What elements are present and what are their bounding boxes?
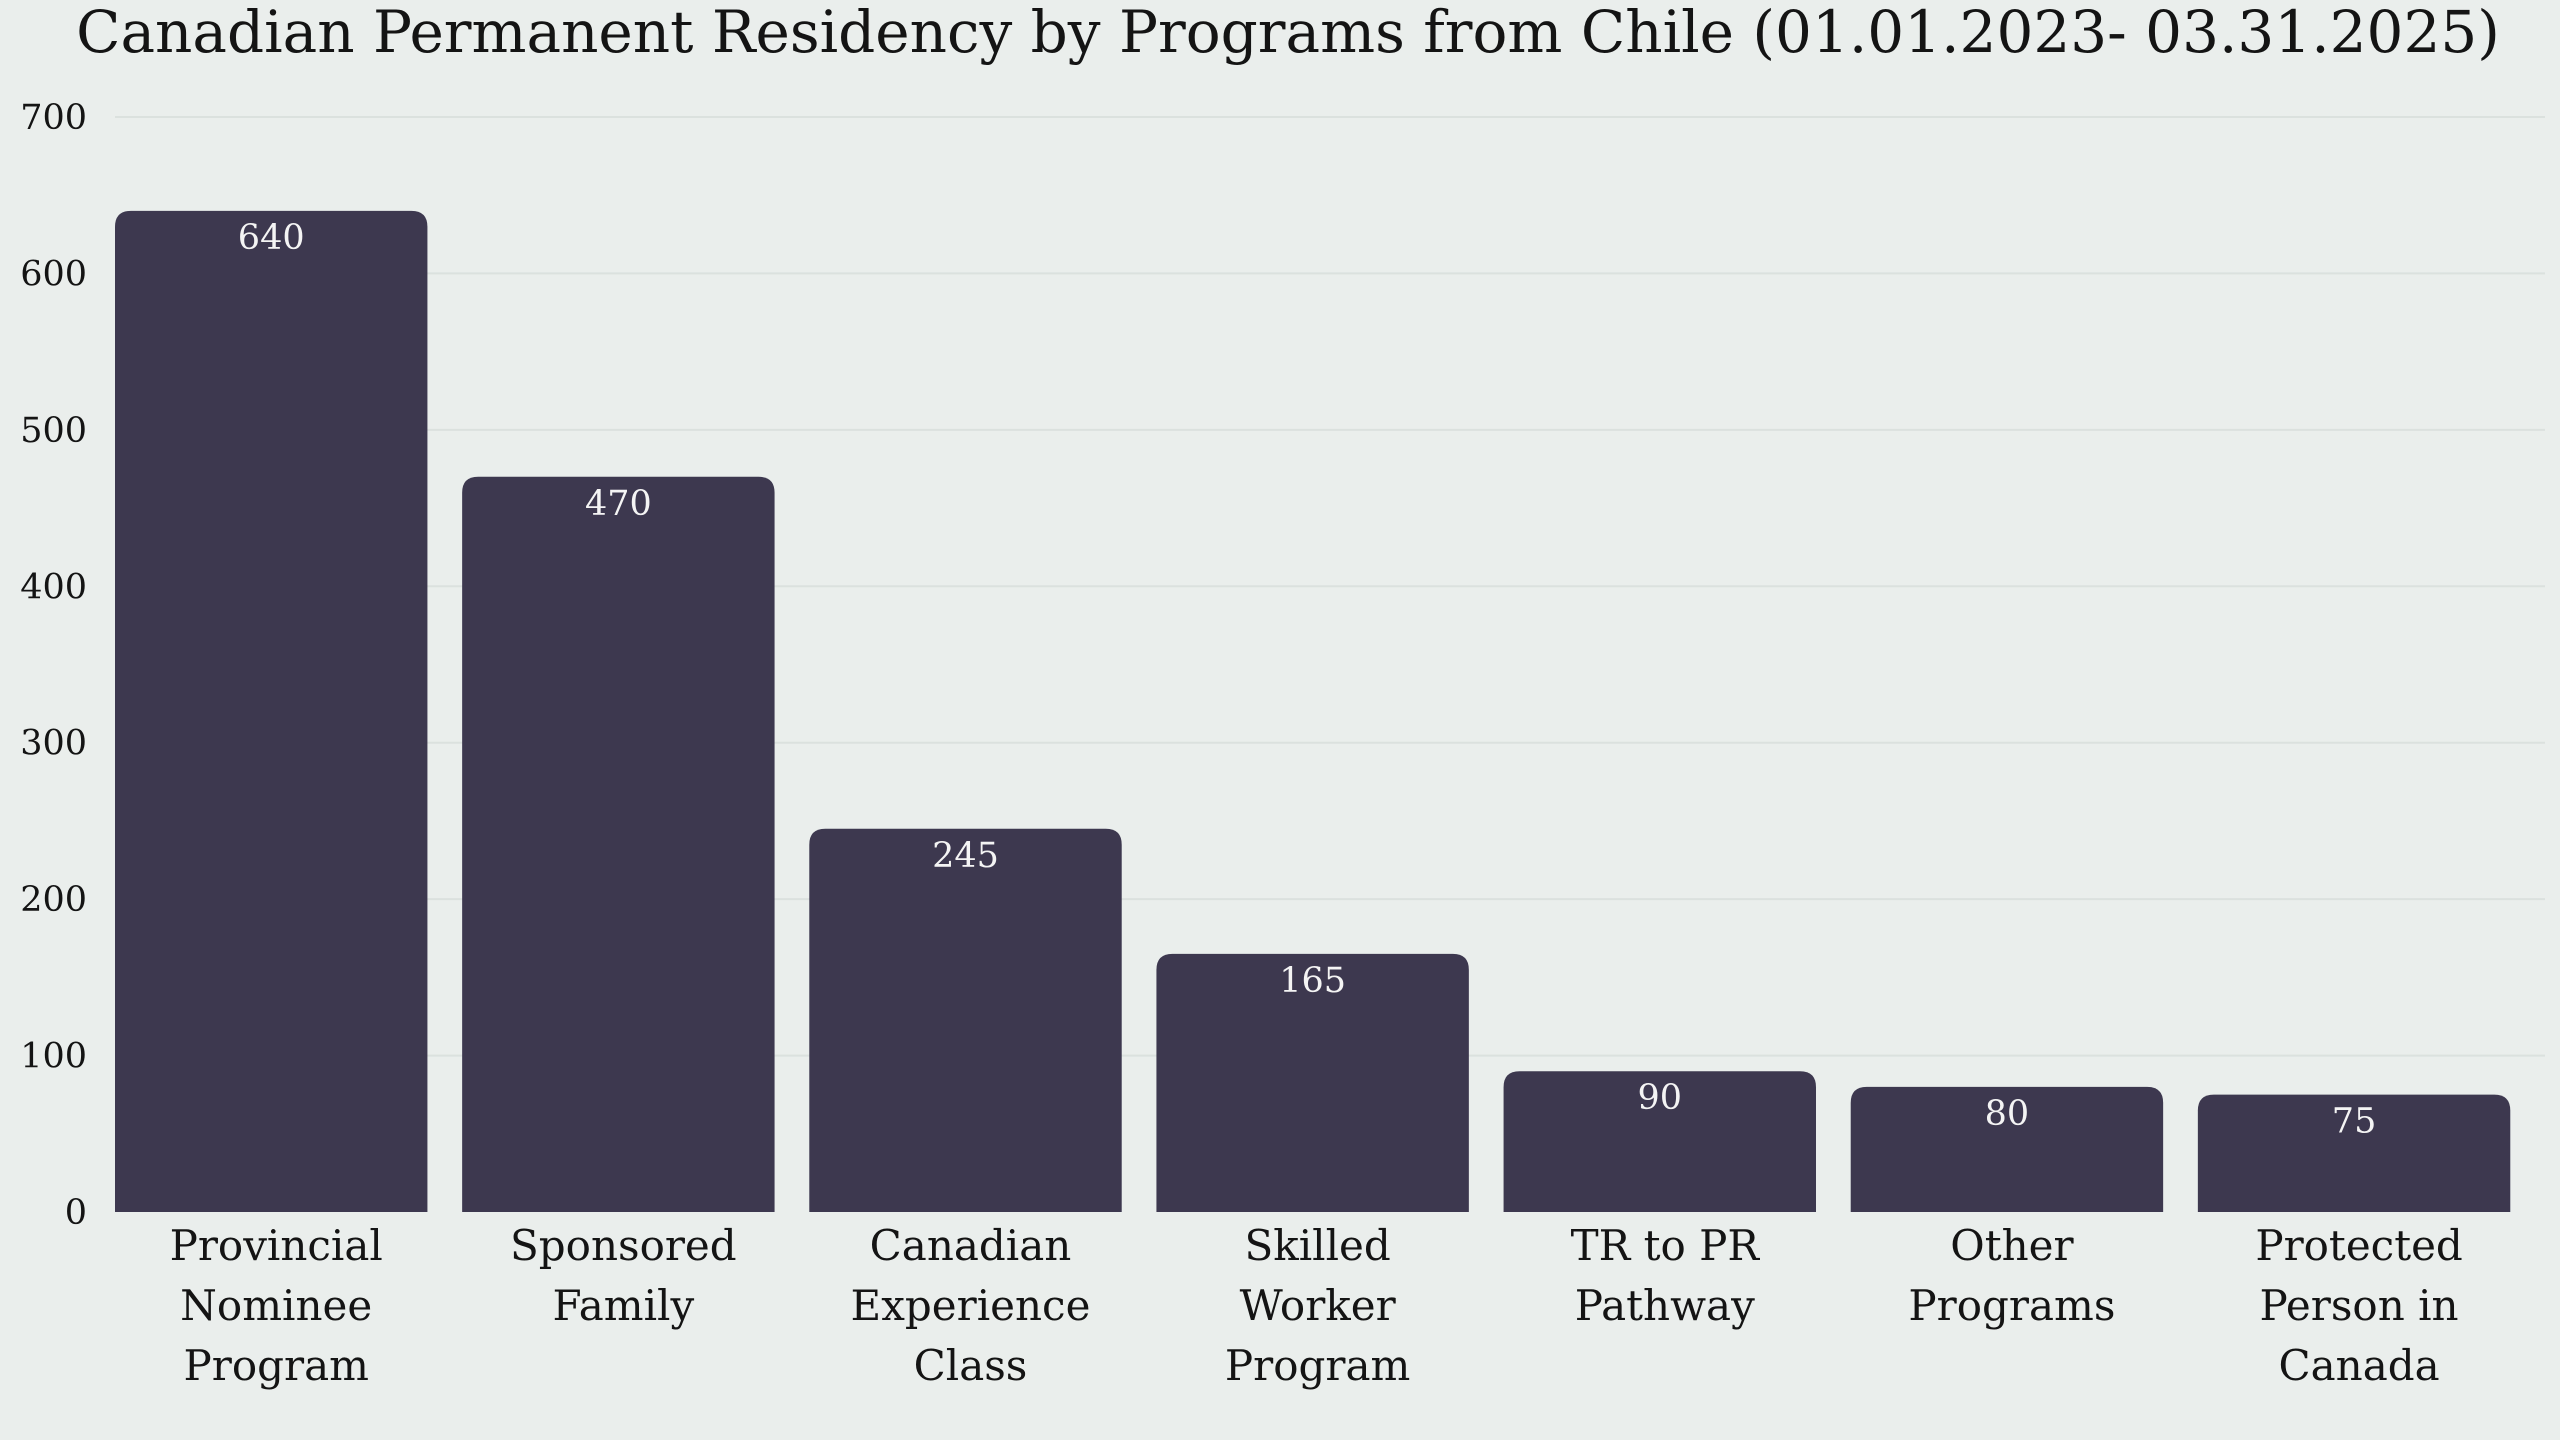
x-tick-label: Other Programs <box>1908 1221 2115 1330</box>
bar <box>809 828 1122 1212</box>
bar-value-label: 75 <box>2332 1102 2377 1142</box>
bar-value-label: 640 <box>238 218 305 258</box>
bar <box>462 476 775 1212</box>
y-tick-label: 400 <box>20 567 87 607</box>
x-tick-label: TR to PR Pathway <box>1571 1221 1761 1330</box>
y-axis-ticks: 0 100 200 300 400 500 600 700 <box>20 98 87 1233</box>
x-axis-ticks: Provincial Nominee Program Sponsored Family C… <box>170 1221 2463 1390</box>
y-tick-label: 0 <box>65 1193 87 1233</box>
chart-title: Canadian Permanent Residency by Programs… <box>76 0 2500 66</box>
y-tick-label: 300 <box>20 724 87 764</box>
x-tick-label: Sponsored Family <box>510 1221 737 1330</box>
x-tick-label: Provincial Nominee Program <box>170 1221 383 1390</box>
y-tick-label: 500 <box>20 411 87 451</box>
bar-value-label: 80 <box>1985 1094 2030 1134</box>
y-tick-label: 200 <box>20 880 87 920</box>
x-tick-label: Skilled Worker Program <box>1225 1221 1410 1390</box>
bar-value-label: 470 <box>585 484 652 524</box>
bar <box>2197 1094 2511 1212</box>
y-tick-label: 700 <box>20 98 87 138</box>
y-tick-label: 100 <box>20 1037 87 1077</box>
x-tick-label: Canadian Experience Class <box>851 1221 1091 1390</box>
x-tick-label: Protected Person in Canada <box>2255 1221 2463 1390</box>
bar <box>1156 953 1469 1212</box>
bar-value-label: 245 <box>932 836 999 876</box>
bar-value-label: 90 <box>1638 1078 1683 1118</box>
bar-value-labels: 640 470 245 165 90 80 75 <box>238 218 2377 1142</box>
bar <box>115 210 428 1212</box>
bar <box>1503 1071 1816 1212</box>
bar <box>1850 1086 2164 1212</box>
bar-value-label: 165 <box>1279 961 1346 1001</box>
bars <box>115 210 2511 1212</box>
y-tick-label: 600 <box>20 254 87 294</box>
